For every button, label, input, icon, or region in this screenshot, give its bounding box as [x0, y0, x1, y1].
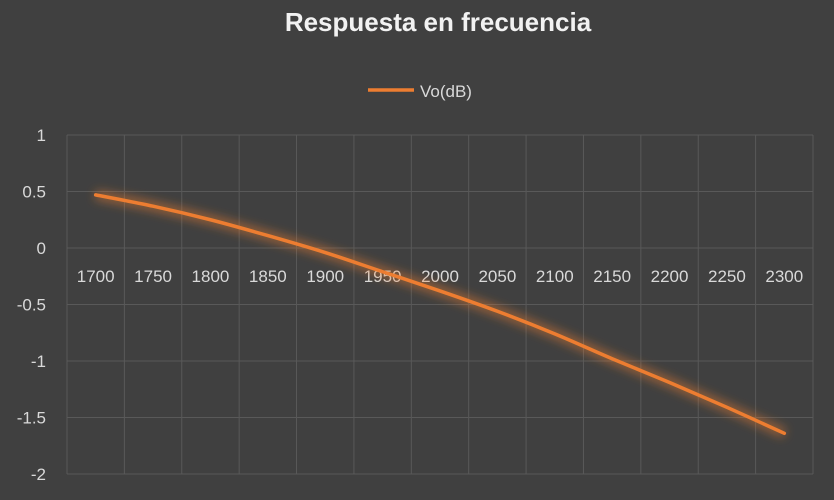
y-tick-label: -1.5 [17, 409, 46, 428]
series-vo-db [93, 190, 787, 438]
x-tick-label: 1700 [77, 267, 115, 286]
data-point [151, 204, 155, 208]
horizontal-gridlines [67, 134, 813, 475]
x-tick-label: 2300 [765, 267, 803, 286]
x-tick-label: 2000 [421, 267, 459, 286]
data-point [323, 251, 327, 255]
y-tick-label: 0.5 [22, 183, 46, 202]
y-axis-tick-labels: 1 0.5 0 -0.5 -1 -1.5 -2 [17, 126, 46, 484]
legend: Vo(dB) [368, 82, 472, 101]
series-line-glow [94, 190, 787, 438]
data-point [381, 270, 385, 274]
x-tick-label: 2150 [593, 267, 631, 286]
x-tick-label: 1900 [306, 267, 344, 286]
y-tick-label: 1 [37, 126, 46, 145]
x-tick-label: 1850 [249, 267, 287, 286]
x-tick-label: 1750 [134, 267, 172, 286]
x-tick-label: 1800 [192, 267, 230, 286]
y-tick-label: -1 [31, 352, 46, 371]
data-point [782, 431, 786, 435]
data-point [725, 405, 729, 409]
data-point [438, 289, 442, 293]
chart-title: Respuesta en frecuencia [285, 7, 592, 37]
data-point [553, 332, 557, 336]
series-line [93, 193, 787, 436]
vertical-gridlines [66, 135, 814, 474]
x-tick-label: 2050 [478, 267, 516, 286]
data-point [610, 357, 614, 361]
data-point [208, 218, 212, 222]
x-tick-label: 2250 [708, 267, 746, 286]
x-tick-label: 2100 [536, 267, 574, 286]
x-axis-tick-labels: 1700 1750 1800 1850 1900 1950 2000 2050 2100 2150… [77, 267, 803, 286]
data-point [266, 234, 270, 238]
data-point [94, 193, 98, 197]
y-tick-label: -0.5 [17, 296, 46, 315]
data-point [495, 309, 499, 313]
legend-label-vo-db: Vo(dB) [420, 82, 472, 101]
x-tick-label: 2200 [651, 267, 689, 286]
y-tick-label: 0 [37, 239, 46, 258]
data-point [668, 380, 672, 384]
y-tick-label: -2 [31, 465, 46, 484]
